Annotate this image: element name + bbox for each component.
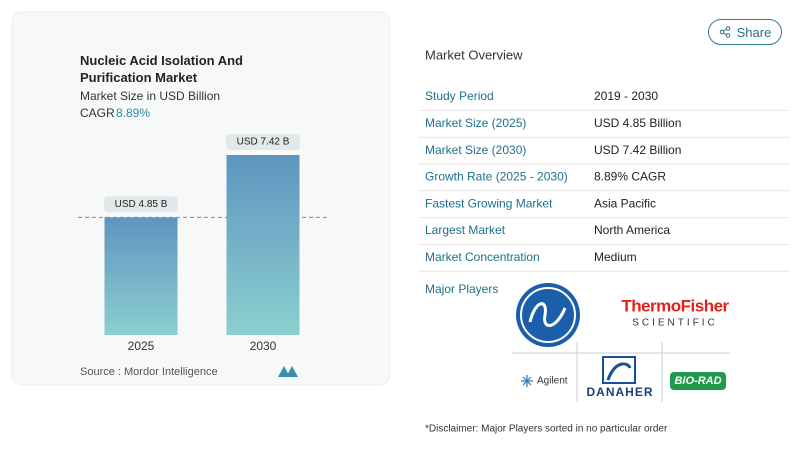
overview-label: Fastest Growing Market xyxy=(425,196,553,210)
value-label-box xyxy=(226,134,300,150)
overview-title: Market Overview xyxy=(425,47,523,62)
bar xyxy=(104,217,178,335)
source: Source : Mordor Intelligence xyxy=(80,366,218,378)
overview-value: North America xyxy=(594,223,670,237)
logo-agilent: Agilent xyxy=(537,376,568,387)
overview-value: Asia Pacific xyxy=(594,196,656,210)
logo-danaher: DANAHER xyxy=(587,385,654,399)
overview-label: Growth Rate (2025 - 2030) xyxy=(425,170,568,184)
cagr-label: CAGR xyxy=(80,106,115,120)
logo-danaher-icon xyxy=(602,356,636,384)
overview-value: USD 7.42 Billion xyxy=(594,143,681,157)
bar xyxy=(226,155,300,335)
logo-agilent-icon xyxy=(521,375,533,387)
cagr-value: 8.89% xyxy=(116,106,150,120)
share-icon xyxy=(719,26,730,38)
value-label: USD 7.42 B xyxy=(237,137,290,148)
logo-biorad: BIO-RAD xyxy=(674,375,721,387)
overview-value: 8.89% CAGR xyxy=(594,170,666,184)
share-label[interactable]: Share xyxy=(736,24,772,40)
players-label: Major Players xyxy=(425,282,498,296)
x-tick-label: 2025 xyxy=(128,339,155,353)
overview-label: Largest Market xyxy=(425,223,506,237)
x-tick-label: 2030 xyxy=(250,339,277,353)
overview-value: 2019 - 2030 xyxy=(594,89,658,103)
overview-label: Market Concentration xyxy=(425,250,540,264)
logo-thermo: ThermoFisher xyxy=(621,296,729,315)
chart-subtitle: Market Size in USD Billion xyxy=(80,89,220,103)
overview-label: Market Size (2025) xyxy=(425,116,526,130)
share-button[interactable]: Share xyxy=(708,19,782,45)
disclaimer: *Disclaimer: Major Players sorted in no … xyxy=(425,424,668,435)
value-label-box xyxy=(104,196,178,213)
source-logo xyxy=(278,366,298,377)
overview-label: Study Period xyxy=(425,89,494,103)
chart-title: Nucleic Acid Isolation And Purification … xyxy=(80,53,244,85)
overview-value: Medium xyxy=(594,250,637,264)
logo-thermo-sub: SCIENTIFIC xyxy=(632,318,718,329)
overview-value: USD 4.85 Billion xyxy=(594,116,681,130)
logo-ge xyxy=(516,283,580,347)
logo-biorad-box xyxy=(670,372,726,390)
value-label: USD 4.85 B xyxy=(115,199,168,210)
overview-label: Market Size (2030) xyxy=(425,143,526,157)
